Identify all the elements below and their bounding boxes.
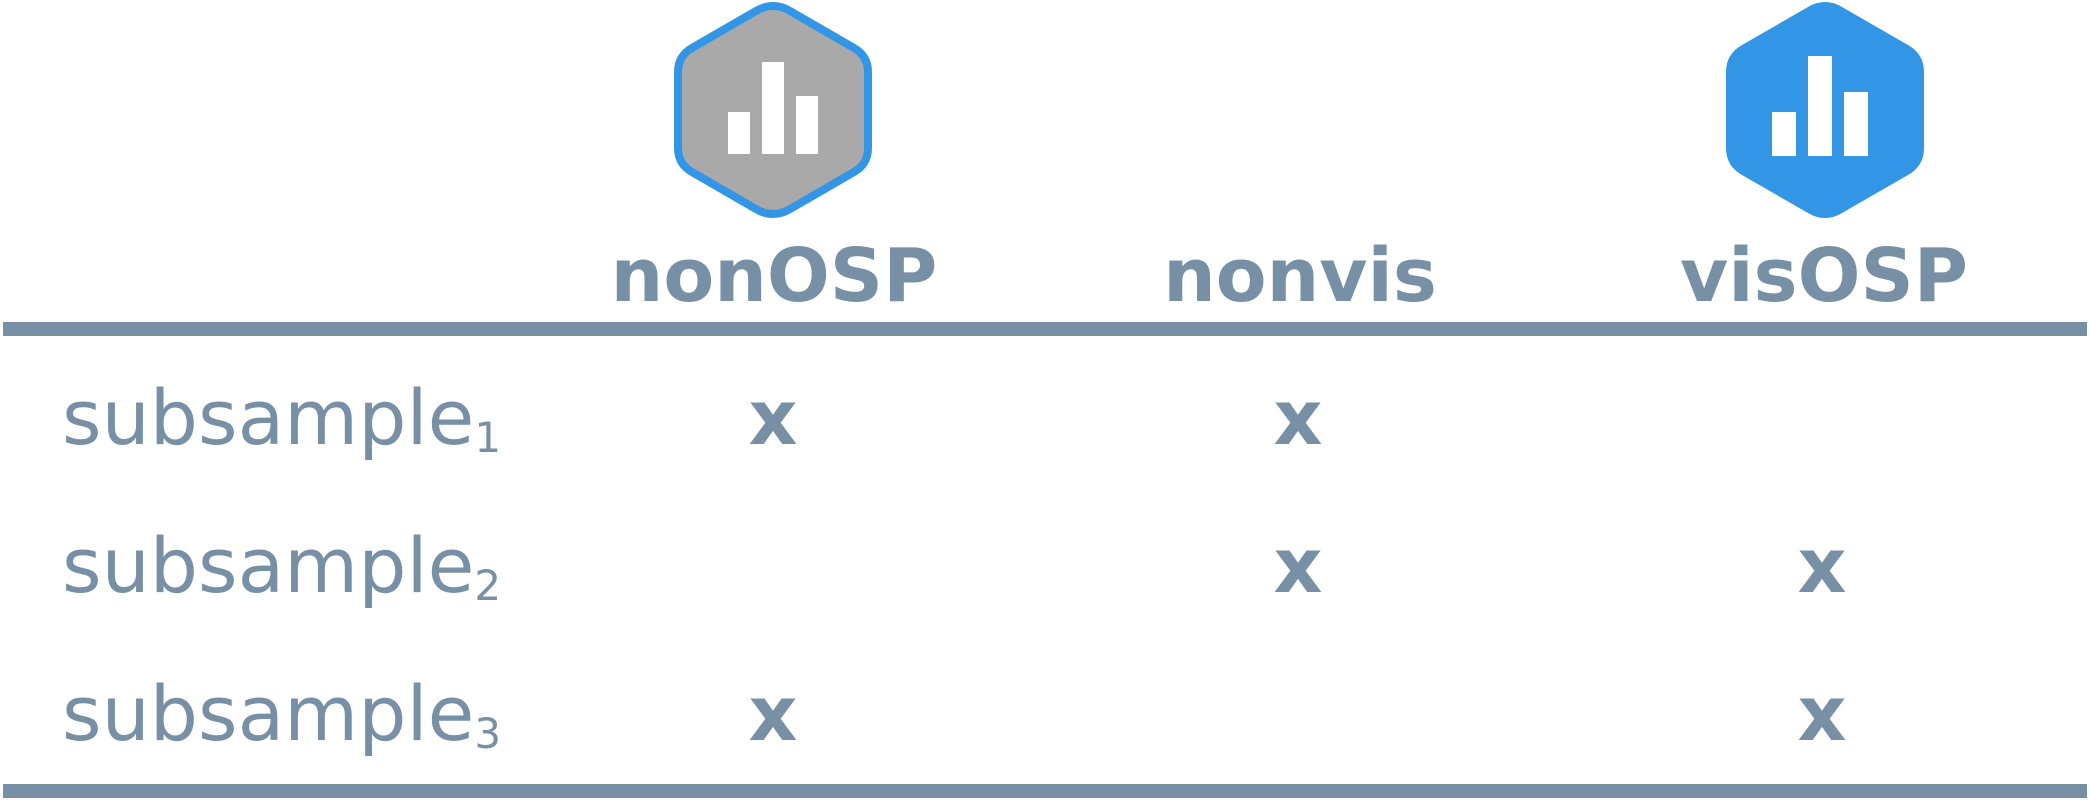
column-header-visosp: visOSP [1679, 233, 1969, 319]
column-header-nonvis: nonvis [1163, 233, 1437, 319]
table-cell-mark: x [1273, 373, 1323, 462]
table-cell-mark: x [748, 373, 798, 462]
bar-chart-hexagon-blue-icon [1720, 0, 1930, 220]
row-label-subsample-3: subsample3 [62, 664, 501, 764]
table-cell-mark: x [748, 669, 798, 758]
row-label-subscript: 2 [474, 561, 502, 610]
table-header-rule [3, 322, 2087, 336]
row-label-text: subsample [62, 373, 475, 462]
row-label-subsample-1: subsample1 [62, 368, 501, 468]
row-label-text: subsample [62, 521, 475, 610]
row-label-subsample-2: subsample2 [62, 516, 501, 616]
row-label-text: subsample [62, 669, 475, 758]
column-header-nonosp: nonOSP [610, 233, 938, 319]
bar-chart-hexagon-gray-icon [668, 0, 878, 220]
row-label-subscript: 1 [474, 413, 502, 462]
table-cell-mark: x [1797, 521, 1847, 610]
row-label-subscript: 3 [474, 709, 502, 758]
table-bottom-rule [3, 784, 2087, 798]
table-cell-mark: x [1273, 521, 1323, 610]
table-cell-mark: x [1797, 669, 1847, 758]
